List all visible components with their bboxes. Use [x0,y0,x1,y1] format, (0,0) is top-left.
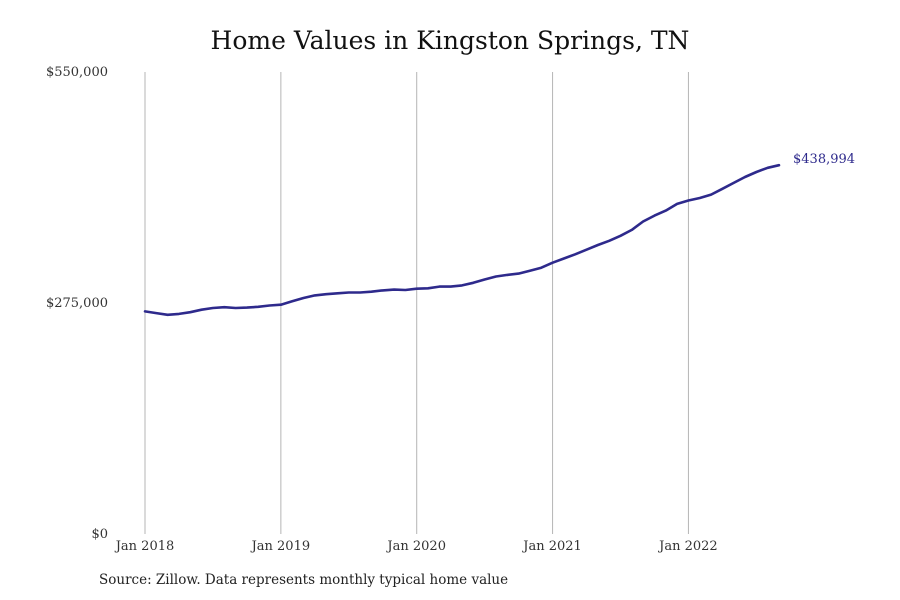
x-tick-label: Jan 2019 [250,539,311,554]
x-tick-label: Jan 2020 [385,539,446,554]
x-axis: Jan 2018 Jan 2019 Jan 2020 Jan 2021 Jan 2022 [114,539,718,554]
series-group: $438,994 [143,152,855,317]
gridlines [144,72,689,534]
x-tick-label: Jan 2022 [657,539,718,554]
y-tick-label: $550,000 [46,65,108,80]
series-line [143,163,781,317]
x-tick-label: Jan 2021 [521,539,582,554]
source-note: Source: Zillow. Data represents monthly … [99,572,509,588]
chart-title: Home Values in Kingston Springs, TN [210,26,690,55]
y-tick-label: $275,000 [46,296,108,311]
end-value-label: $438,994 [793,152,855,167]
y-tick-label: $0 [91,527,108,542]
x-tick-label: Jan 2018 [114,539,175,554]
y-axis: $0 $275,000 $550,000 [46,65,108,542]
